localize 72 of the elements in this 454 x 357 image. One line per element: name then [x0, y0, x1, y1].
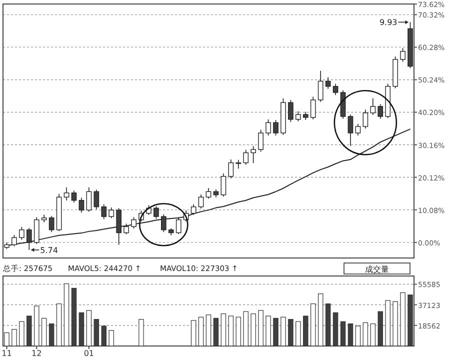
candlestick	[318, 70, 324, 102]
bar	[355, 326, 361, 346]
bar	[310, 303, 316, 346]
candlestick	[310, 96, 316, 120]
bar	[250, 313, 256, 346]
bar	[190, 320, 196, 346]
bar	[198, 316, 204, 346]
candlestick	[332, 83, 338, 96]
x-tick-label: 01	[84, 349, 94, 357]
bar	[266, 316, 271, 346]
bar	[362, 322, 368, 346]
text: 成交量	[365, 265, 389, 274]
candlestick	[48, 215, 54, 232]
candlestick	[101, 204, 107, 220]
bar	[318, 293, 324, 346]
candlestick	[190, 204, 196, 216]
bar	[392, 301, 398, 346]
candlestick	[400, 48, 406, 62]
bar	[41, 318, 47, 346]
annotation: 9.93	[379, 18, 398, 28]
candlestick	[355, 124, 361, 136]
candlestick	[378, 104, 384, 120]
bar	[108, 330, 114, 346]
candlestick	[94, 189, 100, 210]
bar	[4, 332, 10, 346]
candlestick	[370, 98, 376, 116]
candlestick	[19, 226, 24, 240]
candlestick	[206, 188, 212, 200]
candlestick	[236, 159, 242, 170]
candlestick	[131, 216, 136, 229]
bar	[258, 310, 264, 346]
bar	[296, 321, 301, 346]
candlestick	[198, 194, 204, 209]
bar	[206, 314, 212, 346]
candlestick	[64, 186, 70, 201]
candlestick	[108, 207, 114, 219]
bar	[138, 319, 144, 346]
candlestick	[71, 190, 77, 204]
candlestick	[288, 100, 294, 122]
candlestick	[86, 186, 92, 212]
annotation: 5.74	[40, 246, 58, 255]
candlestick	[296, 110, 301, 122]
x-tick-label: 11	[2, 349, 12, 357]
bar	[19, 321, 24, 346]
x-tick-label: 12	[32, 349, 42, 357]
bar	[280, 316, 286, 346]
bar	[56, 303, 62, 346]
candlestick	[250, 146, 256, 164]
candlestick	[266, 118, 271, 136]
candlestick	[124, 223, 129, 235]
candlestick	[362, 109, 368, 129]
bar	[86, 310, 92, 346]
candlestick	[243, 149, 249, 166]
candlestick	[160, 214, 166, 232]
candlestick	[220, 173, 226, 197]
bar	[12, 329, 17, 346]
candlestick	[273, 120, 278, 136]
bar	[34, 306, 40, 346]
candlestick	[258, 129, 264, 152]
bar	[228, 316, 234, 346]
bar	[400, 292, 406, 346]
candlestick	[176, 216, 182, 234]
candlestick	[228, 159, 234, 179]
bar	[64, 283, 70, 346]
bar	[220, 313, 226, 346]
bar	[236, 316, 242, 346]
bar	[243, 311, 248, 346]
bar	[385, 300, 390, 346]
candlestick	[348, 114, 354, 146]
candlestick	[154, 206, 159, 220]
bar	[370, 323, 376, 346]
candlestick	[78, 197, 84, 214]
